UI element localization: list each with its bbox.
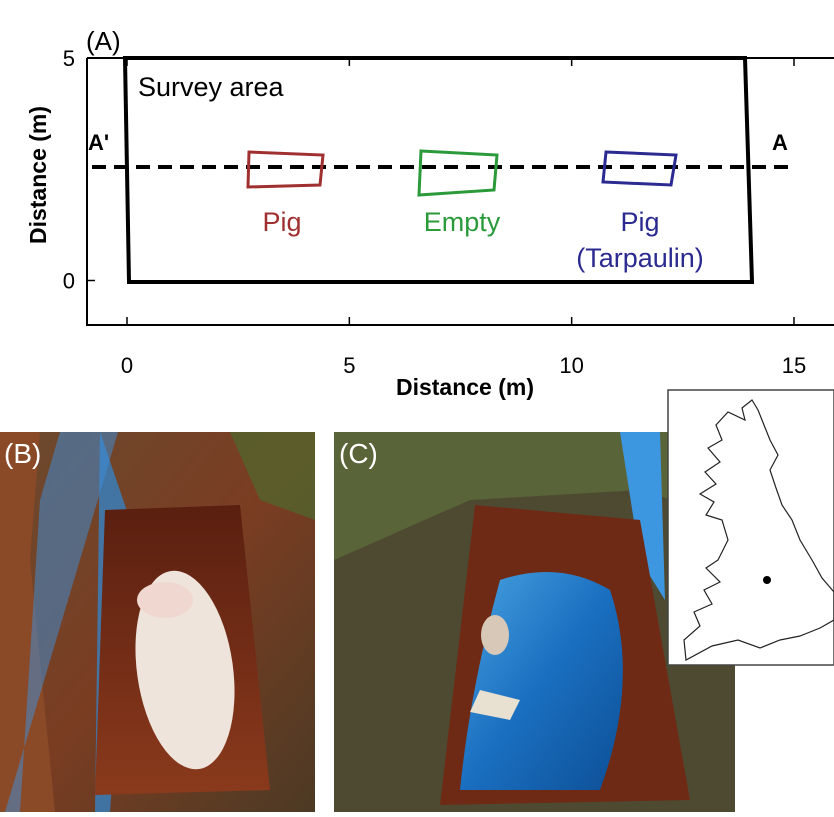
x-tick-label: 10 [559, 353, 583, 378]
target-label: Empty [424, 207, 501, 237]
target-label: Pig [262, 207, 301, 237]
survey-label: Survey area [138, 72, 285, 102]
x-tick-label: 5 [343, 353, 355, 378]
pig-grave [248, 152, 323, 187]
line-end-label: A [772, 130, 788, 155]
panel-label: (A) [86, 26, 121, 56]
y-tick-label: 0 [63, 269, 75, 294]
empty-grave [419, 151, 497, 195]
y-axis-title: Distance (m) [25, 106, 51, 244]
photo-b: (B) [0, 432, 315, 812]
site-marker [763, 576, 771, 584]
x-axis-title: Distance (m) [396, 374, 534, 400]
figure: (A) Survey area A' A Pig Empty Pig (Tarp… [0, 0, 834, 812]
panel-a: (A) Survey area A' A Pig Empty Pig (Tarp… [25, 26, 834, 400]
location-map [668, 390, 834, 665]
target-sublabel: (Tarpaulin) [576, 243, 704, 273]
line-start-label: A' [88, 130, 109, 155]
x-tick-label: 15 [782, 353, 806, 378]
y-tick-label: 5 [63, 46, 75, 71]
target-label: Pig [620, 207, 659, 237]
panel-label: (C) [339, 438, 378, 469]
panel-label: (B) [4, 438, 41, 469]
x-tick-label: 0 [121, 353, 133, 378]
